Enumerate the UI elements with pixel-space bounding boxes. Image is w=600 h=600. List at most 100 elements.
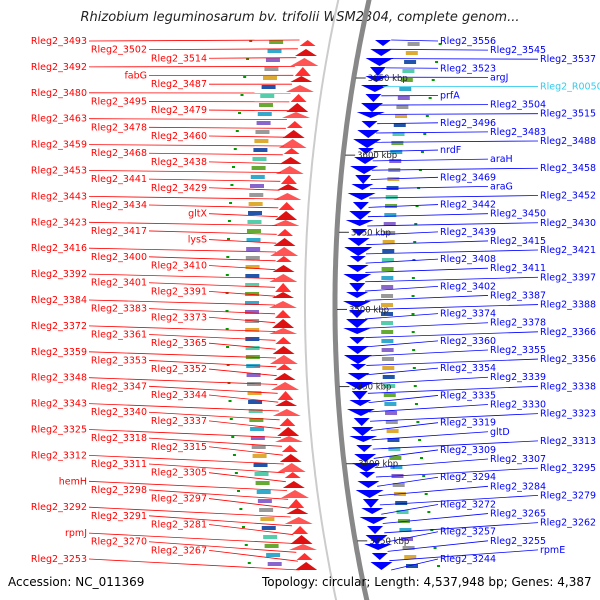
label-leader (364, 304, 539, 311)
gene-label: argJ (490, 72, 508, 83)
reverse-gene-arrow (349, 436, 378, 442)
label-leader (148, 489, 289, 500)
label-leader (374, 458, 489, 469)
analysis-bar (251, 166, 266, 170)
analysis-bar (252, 157, 267, 161)
scale-tick-label: 3550 kbp (351, 228, 391, 238)
ring-marker (239, 508, 243, 510)
analysis-bar (390, 150, 403, 154)
forward-gene-arrow (269, 301, 298, 308)
backbone-circle (332, 0, 372, 600)
label-leader (208, 290, 276, 297)
label-leader (375, 131, 489, 134)
reverse-gene-arrow (361, 103, 384, 112)
analysis-bar (383, 231, 396, 235)
gene-label: Rleg2_3452 (540, 190, 596, 201)
analysis-bar (381, 258, 394, 262)
gene-label: Rleg2_3416 (31, 243, 87, 254)
analysis-bar (407, 42, 420, 46)
analysis-bar (249, 184, 264, 188)
analysis-bar (261, 85, 276, 89)
gene-label: Rleg2_3309 (440, 445, 496, 456)
forward-gene-arrow (272, 319, 295, 328)
reverse-gene-arrow (349, 256, 366, 262)
label-leader (387, 58, 539, 60)
forward-gene-arrow (272, 409, 301, 416)
forward-gene-arrow (284, 517, 313, 524)
gene-label: Rleg2_3272 (440, 499, 496, 510)
ring-marker (232, 454, 236, 456)
gene-label: Rleg2_3255 (490, 536, 546, 547)
gene-label: Rleg2_3469 (440, 172, 496, 183)
analysis-bar (381, 339, 394, 343)
summary-text: Topology: circular; Length: 4,537,948 bp… (262, 575, 592, 589)
label-leader (370, 176, 439, 180)
analysis-bar (249, 418, 264, 422)
gene-label: Rleg2_3415 (490, 236, 546, 247)
gene-label: Rleg2_3417 (91, 226, 147, 237)
ring-marker (418, 439, 422, 441)
gene-label: Rleg2_3410 (151, 260, 207, 271)
gene-label: Rleg2_3374 (440, 309, 496, 320)
label-leader (378, 113, 539, 115)
forward-gene-arrow (271, 382, 300, 390)
forward-gene-arrow (288, 499, 305, 508)
analysis-bar (397, 96, 410, 100)
ring-marker (420, 151, 424, 153)
forward-gene-arrow (283, 148, 300, 154)
analysis-bar (384, 402, 397, 406)
reverse-gene-arrow (362, 499, 379, 508)
label-leader (208, 368, 277, 377)
analysis-bar (381, 348, 394, 352)
forward-gene-arrow (295, 562, 318, 570)
ring-marker (226, 256, 230, 258)
analysis-bar (393, 123, 406, 127)
analysis-bar (381, 285, 394, 289)
reverse-gene-arrow (357, 130, 380, 138)
label-leader (385, 531, 439, 543)
analysis-bar (381, 303, 394, 307)
analysis-bar (246, 373, 261, 377)
label-leader (382, 513, 489, 524)
map-title: Rhizobium leguminosarum bv. trifolii WSM… (80, 10, 520, 25)
label-leader (88, 480, 287, 491)
gene-label: Rleg2_3483 (490, 127, 546, 138)
label-leader (389, 549, 539, 562)
reverse-gene-arrow (346, 265, 369, 272)
forward-gene-arrow (269, 328, 298, 334)
analysis-bar (397, 519, 410, 523)
ring-marker (423, 133, 427, 135)
gene-label: Rleg2_3438 (151, 157, 207, 168)
label-leader (208, 239, 277, 244)
ring-marker (420, 457, 424, 459)
scale-tick-label: 3400 kbp (358, 460, 398, 470)
reverse-gene-arrow (351, 427, 374, 436)
gene-label: Rleg2_3442 (440, 200, 496, 211)
ring-marker (227, 238, 231, 240)
analysis-bar (253, 148, 268, 152)
gene-label: Rleg2_3325 (31, 425, 87, 436)
forward-gene-arrow (278, 202, 295, 210)
analysis-bar (396, 105, 409, 109)
reverse-gene-arrow (365, 535, 388, 544)
gene-label: Rleg2_3298 (91, 485, 147, 496)
label-leader (367, 222, 539, 227)
gene-label: Rleg2_3421 (540, 245, 596, 256)
analysis-bar (388, 447, 401, 451)
gene-label: gltX (188, 209, 207, 220)
analysis-bar (383, 384, 396, 388)
analysis-bar (248, 400, 263, 404)
reverse-gene-arrow (349, 337, 366, 344)
analysis-bar (381, 267, 394, 271)
gene-label: Rleg2_3441 (91, 174, 147, 185)
ring-marker (413, 385, 417, 387)
label-leader (365, 331, 539, 338)
gene-label: Rleg2_3366 (540, 327, 596, 338)
analysis-bar (267, 49, 282, 53)
analysis-bar (245, 274, 260, 278)
label-leader (374, 140, 539, 143)
label-leader (148, 152, 283, 156)
analysis-bar (249, 193, 264, 197)
forward-gene-arrow (279, 157, 302, 164)
ring-marker (424, 493, 428, 495)
